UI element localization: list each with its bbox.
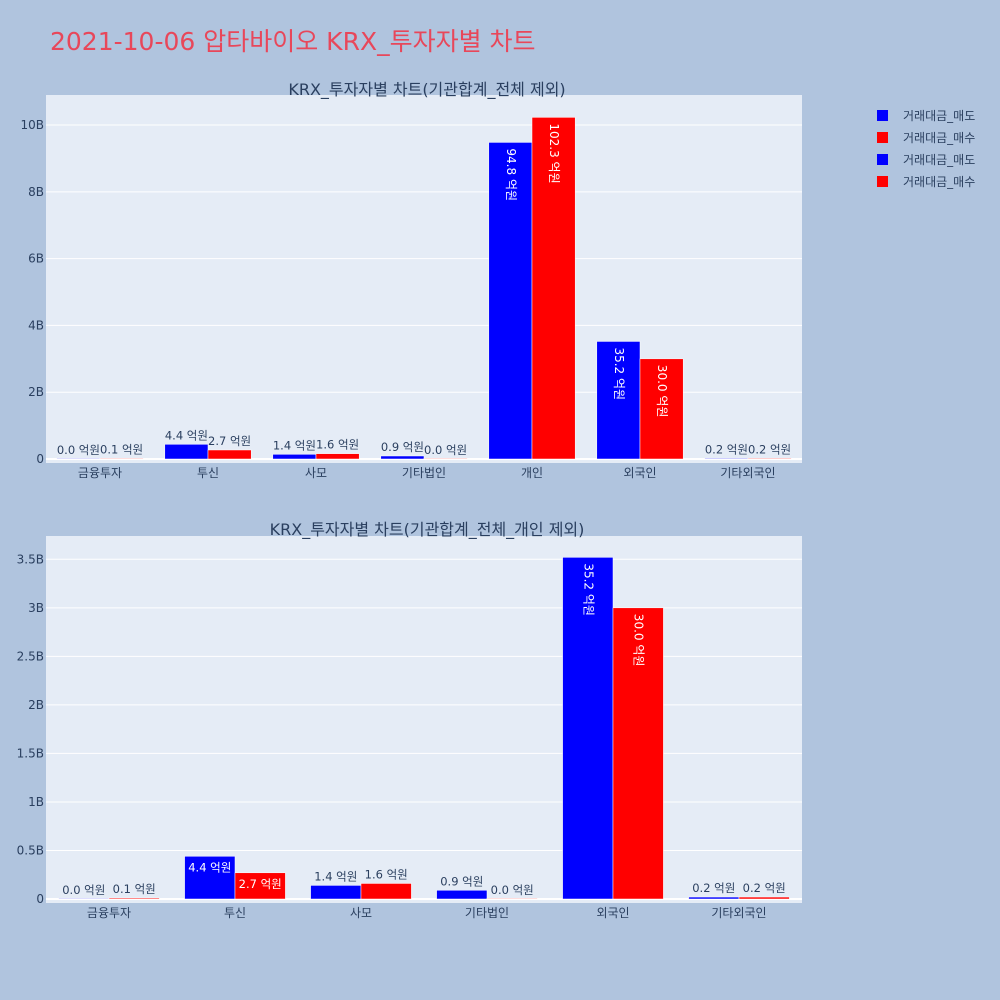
data-label: 1.4 억원 bbox=[314, 869, 357, 883]
bar bbox=[108, 897, 160, 900]
chart-title: KRX_투자자별 차트(기관합계_전체_개인 제외) bbox=[270, 520, 585, 540]
x-tick-label: 기타법인 bbox=[465, 906, 509, 920]
legend-label: 거래대금_매수 bbox=[903, 174, 976, 189]
bar bbox=[486, 898, 538, 900]
plot-area bbox=[46, 536, 802, 903]
data-label: 0.2 억원 bbox=[692, 881, 735, 895]
legend-label: 거래대금_매수 bbox=[903, 130, 976, 145]
bar bbox=[612, 607, 664, 900]
bar bbox=[747, 458, 792, 460]
y-tick-label: 2B bbox=[28, 385, 44, 399]
data-label: 0.0 억원 bbox=[424, 443, 467, 457]
legend-item[interactable]: 거래대금_매수 bbox=[872, 126, 975, 148]
data-label: 2.7 억원 bbox=[208, 434, 251, 448]
legend-swatch bbox=[877, 131, 888, 143]
bar bbox=[164, 444, 209, 460]
data-label: 30.0 억원 bbox=[632, 614, 646, 667]
data-label: 0.0 억원 bbox=[57, 443, 100, 457]
legend-label: 거래대금_매도 bbox=[903, 108, 976, 123]
page-title: 2021-10-06 압타바이오 KRX_투자자별 차트 bbox=[50, 27, 536, 56]
bar bbox=[562, 557, 614, 900]
x-tick-label: 금융투자 bbox=[78, 466, 122, 480]
data-label: 0.2 억원 bbox=[748, 442, 791, 456]
x-tick-label: 기타외국인 bbox=[711, 906, 766, 920]
data-label: 0.1 억원 bbox=[113, 882, 156, 896]
bar bbox=[423, 458, 468, 460]
y-tick-label: 3.5B bbox=[17, 552, 44, 566]
legend[interactable]: 거래대금_매도 거래대금_매수 거래대금_매도 거래대금_매수 bbox=[872, 104, 975, 192]
legend-swatch bbox=[877, 109, 888, 121]
y-tick-label: 10B bbox=[20, 118, 44, 132]
y-tick-label: 4B bbox=[28, 318, 44, 332]
bar bbox=[360, 883, 412, 900]
bar bbox=[738, 896, 790, 900]
y-tick-label: 1B bbox=[28, 795, 44, 809]
y-tick-label: 0 bbox=[36, 892, 44, 906]
legend-item[interactable]: 거래대금_매도 bbox=[872, 104, 975, 126]
data-label: 2.7 억원 bbox=[239, 877, 282, 891]
data-label: 35.2 억원 bbox=[612, 347, 626, 400]
bar bbox=[704, 458, 749, 460]
x-tick-label: 외국인 bbox=[623, 466, 656, 480]
bar bbox=[596, 341, 641, 460]
data-label: 0.9 억원 bbox=[440, 874, 483, 888]
chart-title: KRX_투자자별 차트(기관합계_전체 제외) bbox=[288, 80, 565, 100]
plot-area bbox=[46, 95, 802, 463]
data-label: 0.0 억원 bbox=[62, 883, 105, 897]
bar bbox=[436, 890, 488, 900]
data-label: 0.2 억원 bbox=[705, 442, 748, 456]
y-tick-label: 0 bbox=[36, 452, 44, 466]
y-tick-label: 6B bbox=[28, 252, 44, 266]
bar bbox=[58, 898, 110, 900]
data-label: 0.9 억원 bbox=[381, 440, 424, 454]
data-label: 0.1 억원 bbox=[100, 443, 143, 457]
bar bbox=[99, 458, 144, 460]
bar bbox=[272, 454, 317, 460]
data-label: 4.4 억원 bbox=[188, 860, 231, 874]
data-label: 94.8 억원 bbox=[504, 148, 518, 201]
x-tick-label: 사모 bbox=[350, 906, 372, 920]
legend-item[interactable]: 거래대금_매수 bbox=[872, 170, 975, 192]
data-label: 4.4 억원 bbox=[165, 428, 208, 442]
x-tick-label: 외국인 bbox=[596, 906, 629, 920]
x-tick-label: 기타법인 bbox=[402, 466, 446, 480]
x-tick-label: 기타외국인 bbox=[720, 466, 775, 480]
data-label: 1.6 억원 bbox=[316, 438, 359, 452]
data-label: 0.0 억원 bbox=[491, 883, 534, 897]
x-tick-label: 사모 bbox=[305, 466, 327, 480]
data-label: 1.4 억원 bbox=[273, 438, 316, 452]
bar bbox=[688, 896, 740, 900]
legend-item[interactable]: 거래대금_매도 bbox=[872, 148, 975, 170]
y-tick-label: 3B bbox=[28, 601, 44, 615]
bar bbox=[315, 453, 360, 460]
x-tick-label: 투신 bbox=[224, 906, 246, 920]
data-label: 0.2 억원 bbox=[743, 881, 786, 895]
x-tick-label: 개인 bbox=[521, 466, 543, 480]
y-tick-label: 1.5B bbox=[17, 746, 44, 760]
data-label: 1.6 억원 bbox=[365, 867, 408, 881]
y-tick-label: 2B bbox=[28, 698, 44, 712]
x-tick-label: 투신 bbox=[197, 466, 219, 480]
bar bbox=[207, 449, 252, 460]
data-label: 30.0 억원 bbox=[655, 365, 669, 418]
x-tick-label: 금융투자 bbox=[87, 906, 131, 920]
legend-swatch bbox=[877, 153, 888, 165]
y-tick-label: 0.5B bbox=[17, 843, 44, 857]
y-tick-label: 8B bbox=[28, 185, 44, 199]
bar bbox=[310, 885, 362, 900]
bar bbox=[531, 117, 576, 460]
legend-swatch bbox=[877, 175, 888, 187]
bar bbox=[639, 358, 684, 460]
bar bbox=[234, 872, 286, 900]
bar bbox=[56, 458, 101, 460]
data-label: 102.3 억원 bbox=[547, 123, 561, 183]
legend-label: 거래대금_매도 bbox=[903, 152, 976, 167]
bar bbox=[380, 455, 425, 460]
y-tick-label: 2.5B bbox=[17, 649, 44, 663]
data-label: 35.2 억원 bbox=[581, 563, 595, 616]
